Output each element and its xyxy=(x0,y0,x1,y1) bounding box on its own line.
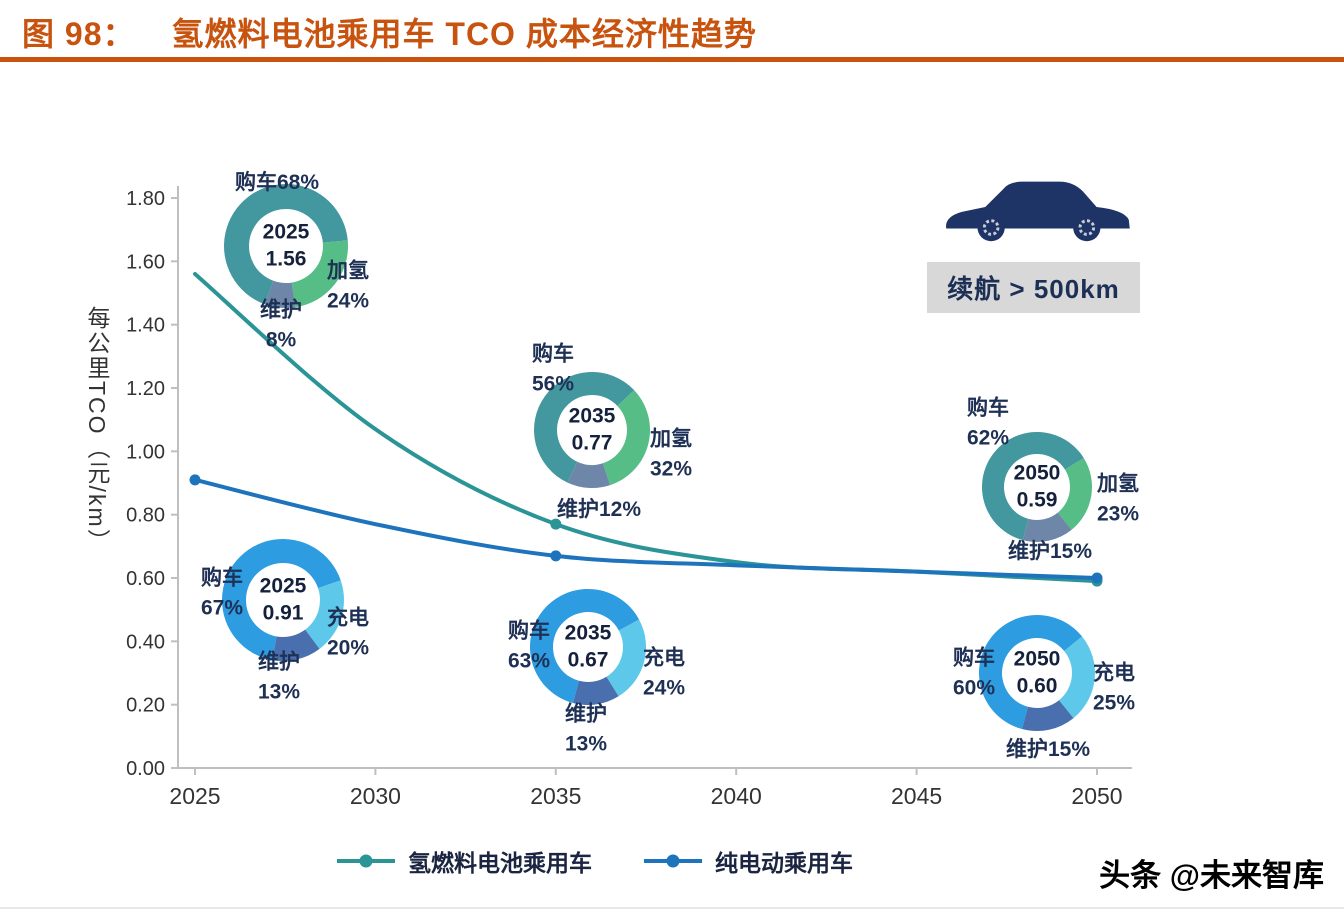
range-badge: 续航 > 500km xyxy=(927,262,1140,313)
watermark: 头条 @未来智库 xyxy=(1099,858,1324,893)
donut-hole xyxy=(1002,638,1072,708)
legend-marker xyxy=(337,854,395,868)
y-tick-label: 0.80 xyxy=(126,505,165,527)
legend-label: 氢燃料电池乘用车 xyxy=(408,850,592,876)
donut-hole xyxy=(1004,454,1070,520)
donut-segment xyxy=(1021,700,1074,731)
y-tick-label: 0.00 xyxy=(126,758,165,780)
y-tick-label: 1.40 xyxy=(126,315,165,337)
figure-number: 图 98： xyxy=(22,16,136,52)
donut-segment xyxy=(982,432,1084,541)
figure-header: 图 98： 氢燃料电池乘用车 TCO 成本经济性趋势 xyxy=(0,0,1344,62)
x-tick-label: 2025 xyxy=(169,783,220,809)
x-tick-label: 2050 xyxy=(1071,783,1122,809)
y-tick-label: 1.20 xyxy=(126,378,165,400)
legend-dot xyxy=(666,854,680,868)
bottom-divider xyxy=(0,907,1344,909)
legend-item: 氢燃料电池乘用车 xyxy=(337,844,592,878)
y-axis-title: 每公里TCO（元/km） xyxy=(84,306,110,554)
x-tick-label: 2040 xyxy=(711,783,762,809)
series-marker xyxy=(550,518,562,530)
donut-hole xyxy=(553,612,623,682)
donut-segment xyxy=(978,615,1083,730)
donut-segment xyxy=(530,588,640,704)
donut-segment xyxy=(222,539,341,661)
donut-segment xyxy=(305,580,344,649)
series-line xyxy=(193,477,1099,580)
car-icon xyxy=(940,168,1136,252)
figure-title: 氢燃料电池乘用车 TCO 成本经济性趋势 xyxy=(171,16,757,52)
y-tick-label: 1.60 xyxy=(126,251,165,273)
series-marker xyxy=(189,474,201,486)
donut-segment xyxy=(291,240,348,308)
y-tick-label: 0.60 xyxy=(126,568,165,590)
donut-segment xyxy=(602,390,650,486)
donut-segment xyxy=(1057,458,1092,530)
donut-chart xyxy=(534,371,650,489)
y-tick-label: 0.40 xyxy=(126,631,165,653)
x-tick-label: 2035 xyxy=(530,783,581,809)
donut-chart xyxy=(223,184,348,309)
legend-label: 纯电动乘用车 xyxy=(715,850,853,876)
y-tick-label: 1.80 xyxy=(126,188,165,210)
donut-hole xyxy=(246,563,320,637)
donut-segment xyxy=(272,629,320,661)
x-tick-label: 2045 xyxy=(891,783,942,809)
donut-segment xyxy=(572,676,619,705)
donut-segment xyxy=(1059,636,1095,719)
donut-segment xyxy=(534,371,635,483)
donut-segment xyxy=(1022,512,1072,542)
legend-item: 纯电动乘用车 xyxy=(644,844,853,878)
series-marker xyxy=(550,550,562,562)
donut-segment xyxy=(223,184,348,305)
donut-chart xyxy=(978,615,1095,731)
donut-chart xyxy=(982,432,1092,542)
legend-dot xyxy=(359,854,373,868)
donut-hole xyxy=(557,395,627,465)
chart-legend: 氢燃料电池乘用车 纯电动乘用车 xyxy=(0,844,1190,878)
donut-segment xyxy=(264,280,296,309)
donut-chart xyxy=(530,588,646,705)
y-tick-label: 0.20 xyxy=(126,695,165,717)
donut-segment xyxy=(567,461,611,489)
legend-marker xyxy=(644,854,702,868)
donut-hole xyxy=(249,209,323,283)
series-marker xyxy=(1091,572,1103,584)
donut-segment xyxy=(606,619,646,697)
y-tick-label: 1.00 xyxy=(126,441,165,463)
x-tick-label: 2030 xyxy=(350,783,401,809)
donut-chart xyxy=(222,539,344,661)
